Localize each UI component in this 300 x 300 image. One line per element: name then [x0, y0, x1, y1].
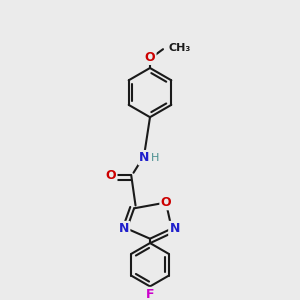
Text: N: N — [139, 151, 149, 164]
Text: H: H — [151, 153, 159, 163]
Text: O: O — [145, 51, 155, 64]
Text: F: F — [146, 288, 154, 300]
Text: O: O — [160, 196, 171, 209]
Text: N: N — [119, 222, 129, 235]
Text: N: N — [169, 222, 180, 235]
Text: CH₃: CH₃ — [169, 43, 191, 53]
Text: O: O — [106, 169, 116, 182]
